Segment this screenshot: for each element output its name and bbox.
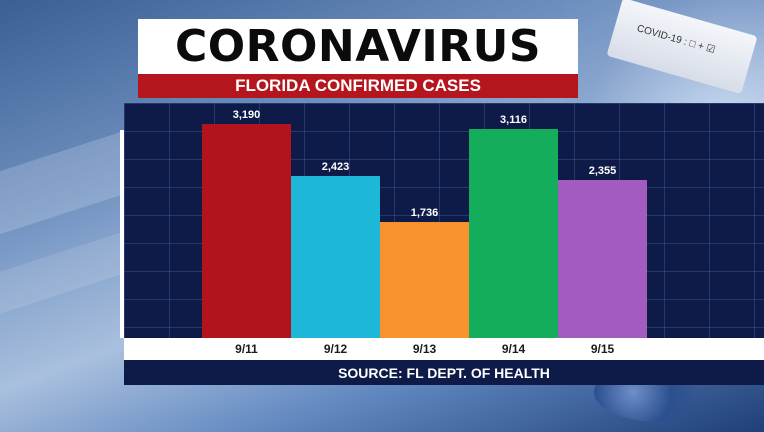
bar-value-label: 2,355 bbox=[588, 165, 617, 177]
bar-9-11 bbox=[202, 124, 291, 338]
chart-subtitle: FLORIDA CONFIRMED CASES bbox=[235, 76, 481, 95]
bar-9-13 bbox=[380, 222, 469, 338]
page-title: CORONAVIRUS bbox=[174, 20, 542, 72]
x-axis bbox=[124, 338, 764, 360]
bar-value-label: 3,190 bbox=[232, 109, 261, 121]
bar-chart: 3,190 2,423 1,736 3,116 2,355 bbox=[202, 109, 652, 338]
bar-value-label: 3,116 bbox=[500, 114, 527, 126]
covid-card-label: COVID-19 : □ + ☑ bbox=[635, 23, 717, 57]
bar-9-12 bbox=[291, 176, 380, 338]
source-text: SOURCE: FL DEPT. OF HEALTH bbox=[338, 364, 550, 381]
x-tick-label: 9/15 bbox=[590, 342, 615, 356]
x-tick-label: 9/13 bbox=[412, 342, 437, 356]
bar-9-14 bbox=[469, 129, 558, 338]
x-tick-label: 9/11 bbox=[235, 342, 258, 356]
chart-left-edge bbox=[120, 130, 124, 338]
x-tick-label: 9/14 bbox=[501, 342, 526, 356]
bar-value-label: 1,736 bbox=[410, 207, 439, 219]
subtitle-banner: FLORIDA CONFIRMED CASES bbox=[138, 74, 578, 98]
bar-9-15 bbox=[558, 180, 647, 338]
x-tick-label: 9/12 bbox=[323, 342, 348, 356]
source-bar: SOURCE: FL DEPT. OF HEALTH bbox=[124, 360, 764, 385]
bar-value-label: 2,423 bbox=[321, 161, 350, 173]
title-banner: CORONAVIRUS bbox=[138, 19, 578, 74]
